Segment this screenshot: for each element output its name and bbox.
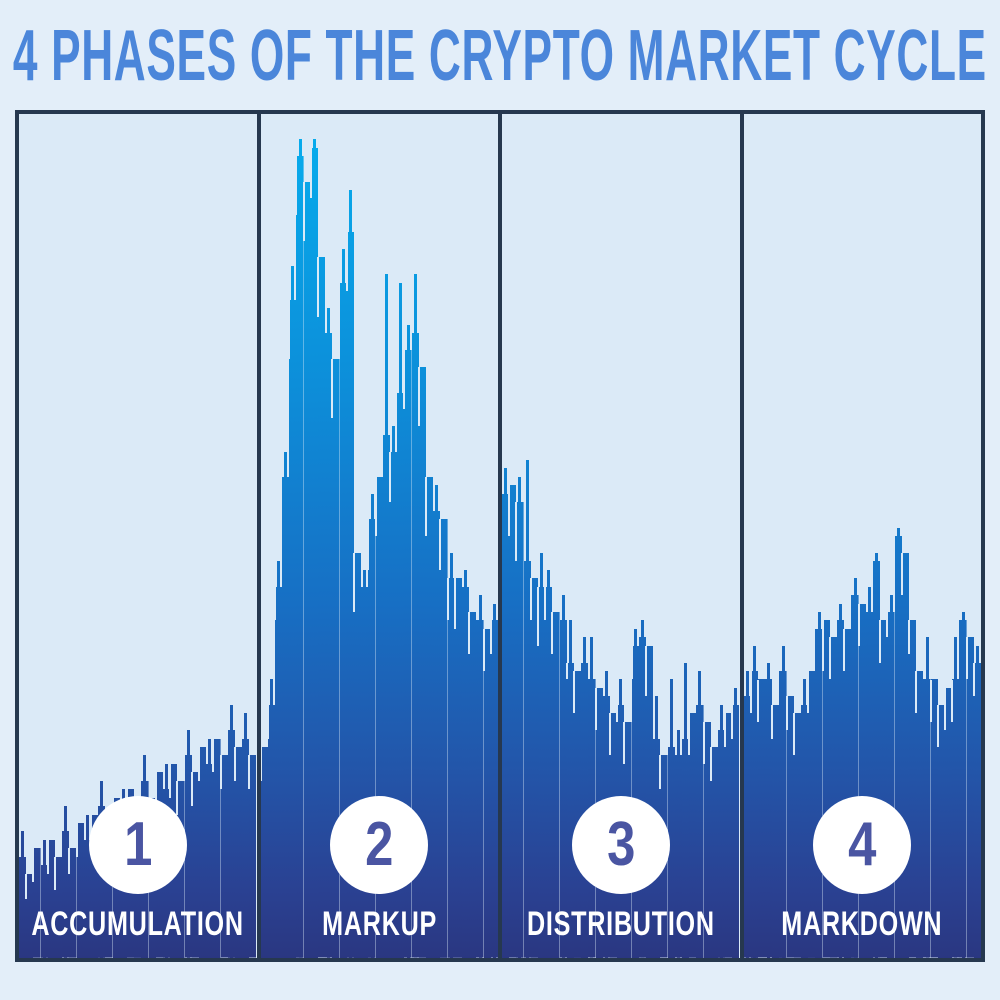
price-bars-phase-2 [260,114,499,958]
phase-4-number: 4 [848,810,877,879]
phase-4-number-badge: 4 [813,796,912,894]
phase-1-number: 1 [123,810,152,879]
phase-4-label: MARKDOWN [781,904,943,944]
price-bars-phase-4 [743,114,982,958]
phase-3-number-badge: 3 [571,796,670,894]
phase-panel-markup: 2 MARKUP [260,114,502,958]
phase-panel-markdown: 4 MARKDOWN [743,114,982,958]
phase-3-number: 3 [606,810,635,879]
page-title-text: 4 PHASES OF THE CRYPTO MARKET CYCLE [13,14,987,96]
phase-2-label: MARKUP [321,904,437,944]
phase-1-label: ACCUMULATION [31,904,244,944]
phase-3-label: DISTRIBUTION [526,904,715,944]
page-title: 4 PHASES OF THE CRYPTO MARKET CYCLE [0,0,1000,110]
market-cycle-chart: 1 ACCUMULATION 2 MARKUP 3 DISTRIBUTION 4… [15,110,985,962]
phase-1-number-badge: 1 [88,796,187,894]
phase-panel-accumulation: 1 ACCUMULATION [19,114,261,958]
phase-2-number: 2 [365,810,394,879]
phase-panel-distribution: 3 DISTRIBUTION [502,114,744,958]
phase-2-number-badge: 2 [330,796,429,894]
